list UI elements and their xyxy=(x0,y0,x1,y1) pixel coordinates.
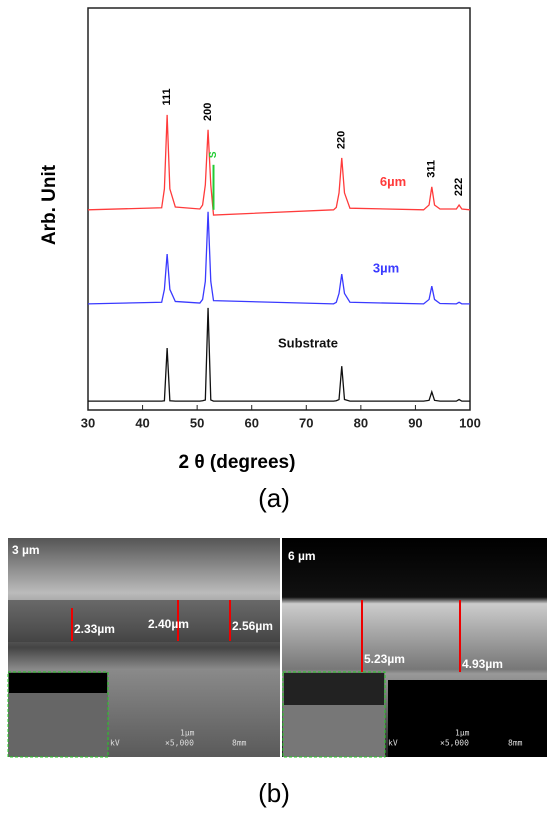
x-tick-label: 40 xyxy=(135,415,149,430)
marker-label: S xyxy=(208,151,219,158)
x-tick-label: 80 xyxy=(354,415,368,430)
x-tick-label: 90 xyxy=(408,415,422,430)
thickness-label: 2.56µm xyxy=(232,619,273,633)
thickness-label: 4.93µm xyxy=(462,657,503,671)
thickness-label: 2.40µm xyxy=(148,617,189,631)
panel-label: (a) xyxy=(258,483,290,513)
xrd-trace xyxy=(87,114,471,216)
plot-frame xyxy=(87,7,471,411)
film-layer xyxy=(8,600,280,642)
inset-top xyxy=(284,673,384,705)
sem-wd: 8mm xyxy=(232,739,247,748)
x-tick-label: 50 xyxy=(190,415,204,430)
dark-area xyxy=(388,680,547,757)
sem-left: 3 µm 2.33µm 2.40µm 2.56µm kV 1μm ×5,000 … xyxy=(7,538,280,758)
sem-mag: ×5,000 xyxy=(165,739,194,748)
x-tick-label: 30 xyxy=(81,415,95,430)
sem-scale: 1μm xyxy=(455,729,470,738)
xrd-trace xyxy=(87,211,470,305)
series-label: 6µm xyxy=(380,174,406,189)
thickness-arrows xyxy=(361,600,461,672)
sem-scale: 1μm xyxy=(180,729,195,738)
x-axis-label: 2 θ (degrees) xyxy=(179,452,296,473)
series-label: Substrate xyxy=(278,336,338,351)
sem-right: 6 µm 5.23µm 4.93µm kV 1μm ×5,000 8mm xyxy=(282,538,547,758)
x-tick-label: 60 xyxy=(244,415,258,430)
x-tick-label: 70 xyxy=(299,415,313,430)
series-label: 3µm xyxy=(373,260,399,275)
peak-label: 111 xyxy=(161,88,173,105)
peak-label: 200 xyxy=(202,103,214,121)
sem-wd: 8mm xyxy=(508,739,523,748)
y-axis-label: Arb. Unit xyxy=(39,164,60,245)
sem-title: 3 µm xyxy=(12,543,40,557)
x-tick-label: 100 xyxy=(459,415,481,430)
peak-label: 311 xyxy=(426,160,438,178)
thickness-arrows xyxy=(71,600,231,641)
thickness-label: 5.23µm xyxy=(364,652,405,666)
sem-mag: ×5,000 xyxy=(440,739,469,748)
inset-top xyxy=(9,673,107,693)
panel-label: (b) xyxy=(258,778,290,808)
thickness-label: 2.33µm xyxy=(74,622,115,636)
sem-kv: kV xyxy=(388,739,398,748)
peak-label: 220 xyxy=(336,131,348,149)
sem-kv: kV xyxy=(110,739,120,748)
peak-label: 222 xyxy=(453,178,465,196)
sem-title: 6 µm xyxy=(288,549,316,563)
xrd-trace xyxy=(88,307,470,402)
